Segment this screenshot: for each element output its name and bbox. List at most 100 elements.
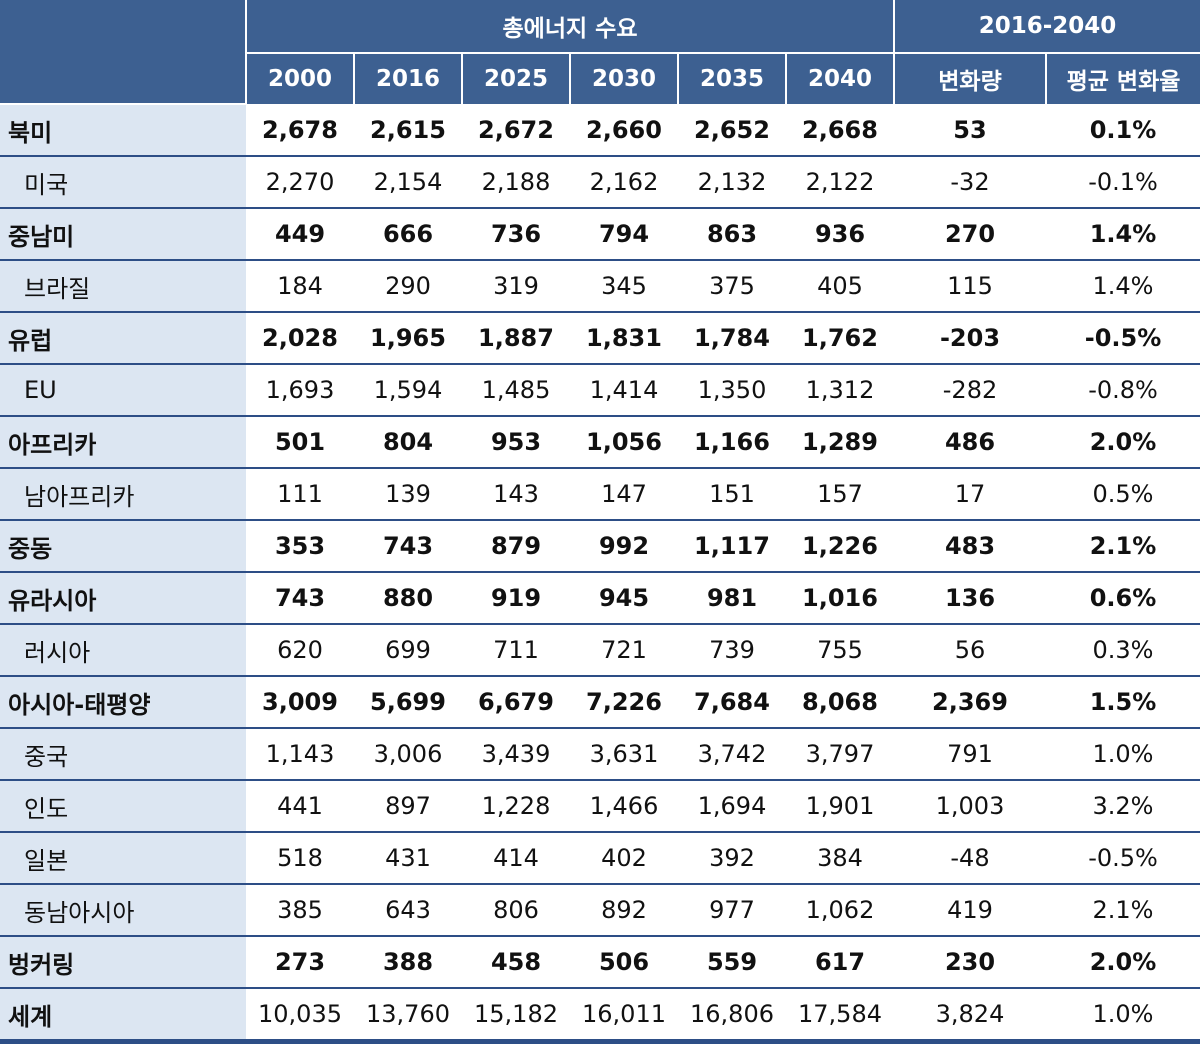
avg-change-value: 0.5% (1046, 467, 1200, 520)
table-row: 인도 441 897 1,228 1,466 1,694 1,901 1,003 3.2% (0, 779, 1200, 832)
change-amount-value: 136 (894, 571, 1046, 624)
table-row: 러시아 620 699 711 721 739 755 56 0.3% (0, 623, 1200, 676)
header-year: 2025 (462, 53, 571, 104)
header-year: 2035 (678, 53, 787, 104)
demand-value: 1,762 (786, 311, 894, 364)
demand-value: 981 (678, 571, 786, 624)
demand-value: 743 (354, 519, 462, 572)
region-name: 유럽 (0, 311, 246, 364)
demand-value: 755 (786, 623, 894, 676)
avg-change-value: -0.5% (1046, 311, 1200, 364)
demand-value: 721 (570, 623, 678, 676)
demand-value: 1,485 (462, 363, 570, 416)
demand-value: 2,660 (586, 115, 662, 144)
region-name: 세계 (0, 987, 246, 1044)
table-row: 유라시아 743 880 919 945 981 1,016 136 0.6% (0, 571, 1200, 624)
change-amount-value: -32 (894, 155, 1046, 208)
region-name: 브라질 (0, 259, 246, 312)
demand-value: 184 (246, 259, 354, 312)
demand-value: 743 (246, 571, 354, 624)
change-amount-value: 1,003 (894, 779, 1046, 832)
demand-value: 880 (354, 571, 462, 624)
table-row: 아프리카 501 804 953 1,056 1,166 1,289 486 2.0% (0, 415, 1200, 468)
demand-value: 897 (354, 779, 462, 832)
demand-value: 643 (354, 883, 462, 936)
demand-value: 2,270 (246, 155, 354, 208)
demand-value: 345 (570, 259, 678, 312)
demand-value: 405 (786, 259, 894, 312)
demand-value: 2,028 (246, 311, 354, 364)
table-row: 아시아-태평양 3,009 5,699 6,679 7,226 7,684 8,068 2,3… (0, 675, 1200, 728)
region-name: 유라시아 (0, 571, 246, 624)
table-row: 북미 2,678 2,615 2,672 2,660 2,652 2,668 53 0.1% (0, 104, 1200, 156)
demand-value: 1,062 (786, 883, 894, 936)
demand-value: 7,684 (678, 675, 786, 728)
header-year: 2040 (786, 53, 895, 104)
region-name: EU (0, 363, 246, 416)
header-change-amount: 변화량 (894, 53, 1047, 104)
table-row: 중동 353 743 879 992 1,117 1,226 483 2.1% (0, 519, 1200, 572)
demand-value: 1,784 (678, 311, 786, 364)
demand-value: 353 (246, 519, 354, 572)
demand-value: 1,887 (462, 311, 570, 364)
demand-value: 699 (354, 623, 462, 676)
avg-change-value: 2.0% (1046, 935, 1200, 988)
avg-change-value: 2.1% (1046, 519, 1200, 572)
demand-value: 441 (246, 779, 354, 832)
table-body: 북미 2,678 2,615 2,672 2,660 2,652 2,668 53 0.1% 미국… (0, 104, 1200, 1044)
demand-value: 711 (462, 623, 570, 676)
demand-value: 1,594 (354, 363, 462, 416)
avg-change-value: 1.5% (1046, 675, 1200, 728)
demand-value: 2,668 (802, 115, 878, 144)
avg-change-value: 0.1% (1089, 115, 1157, 144)
table-row: 동남아시아 385 643 806 892 977 1,062 419 2.1% (0, 883, 1200, 936)
change-amount-value: 483 (894, 519, 1046, 572)
demand-value: 1,965 (354, 311, 462, 364)
header-year: 2016 (354, 53, 463, 104)
demand-value: 388 (354, 935, 462, 988)
region-name: 아시아-태평양 (0, 675, 246, 728)
region-name: 아프리카 (0, 415, 246, 468)
demand-value: 2,122 (786, 155, 894, 208)
region-name: 러시아 (0, 623, 246, 676)
avg-change-value: 1.4% (1046, 259, 1200, 312)
avg-change-value: 0.3% (1046, 623, 1200, 676)
table-row: 브라질 184 290 319 345 375 405 115 1.4% (0, 259, 1200, 312)
avg-change-value: -0.8% (1046, 363, 1200, 416)
change-amount-value: -282 (894, 363, 1046, 416)
demand-value: 10,035 (246, 987, 354, 1044)
demand-value: 290 (354, 259, 462, 312)
demand-value: 2,154 (354, 155, 462, 208)
region-name: 벙커링 (0, 935, 246, 988)
demand-value: 559 (678, 935, 786, 988)
demand-value: 3,009 (246, 675, 354, 728)
demand-value: 992 (570, 519, 678, 572)
demand-value: 953 (462, 415, 570, 468)
demand-value: 936 (786, 207, 894, 260)
change-amount-value: 486 (894, 415, 1046, 468)
change-amount-value: -48 (894, 831, 1046, 884)
demand-value: 385 (246, 883, 354, 936)
region-name: 중동 (0, 519, 246, 572)
demand-value: 2,188 (462, 155, 570, 208)
table-row: 유럽 2,028 1,965 1,887 1,831 1,784 1,762 -203 -0.5… (0, 311, 1200, 364)
demand-value: 2,678 (262, 115, 338, 144)
demand-value: 1,016 (786, 571, 894, 624)
region-name: 인도 (0, 779, 246, 832)
header-year: 2030 (570, 53, 679, 104)
demand-value: 617 (786, 935, 894, 988)
region-name: 미국 (0, 155, 246, 208)
header-group-change: 2016-2040 (894, 0, 1200, 54)
avg-change-value: 0.6% (1046, 571, 1200, 624)
demand-value: 111 (246, 467, 354, 520)
demand-value: 806 (462, 883, 570, 936)
demand-value: 945 (570, 571, 678, 624)
demand-value: 139 (354, 467, 462, 520)
demand-value: 1,056 (570, 415, 678, 468)
demand-value: 879 (462, 519, 570, 572)
demand-value: 2,615 (370, 115, 446, 144)
demand-value: 794 (570, 207, 678, 260)
demand-value: 392 (678, 831, 786, 884)
change-amount-value: 270 (894, 207, 1046, 260)
avg-change-value: 1.0% (1046, 727, 1200, 780)
